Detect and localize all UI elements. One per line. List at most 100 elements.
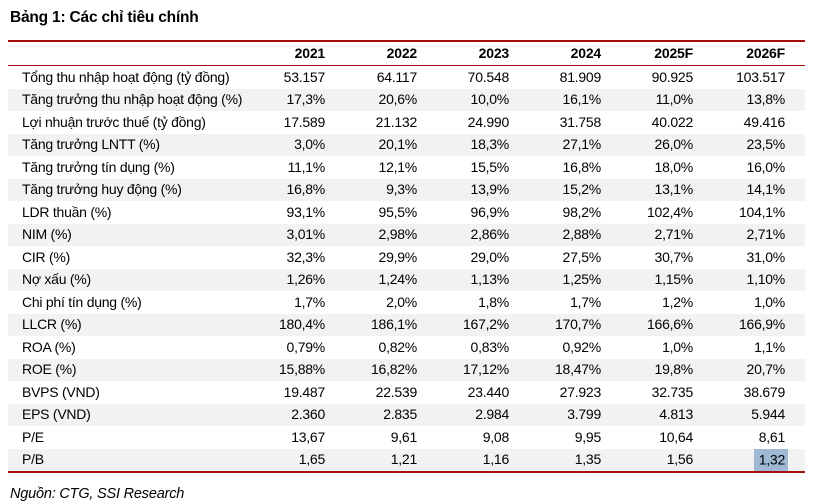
cell-value: 29,9% xyxy=(378,248,418,265)
cell-value: 13,8% xyxy=(746,91,786,107)
key-metrics-table: 2021 2022 2023 2024 2025F 2026F Tổng thu… xyxy=(8,40,805,473)
table-row: Tăng trưởng tín dụng (%) 11,1% 12,1% 15,5% 1… xyxy=(8,156,805,179)
cell-value: 2.360 xyxy=(291,406,325,422)
cell-value: 9,95 xyxy=(574,428,602,445)
cell-value: 2,71% xyxy=(654,226,694,242)
cell-value: 1,2% xyxy=(662,293,693,310)
cell-value: 1,65 xyxy=(298,451,326,467)
cell-value: 31.758 xyxy=(559,113,602,130)
column-header-2024: 2024 xyxy=(570,45,602,61)
cell-value: 10,64 xyxy=(659,428,693,445)
table-row: LDR thuần (%) 93,1% 95,5% 96,9% 98,2% 102,4% 1… xyxy=(8,201,805,224)
cell-value: 3,0% xyxy=(294,136,325,152)
table-header: 2021 2022 2023 2024 2025F 2026F xyxy=(8,41,805,66)
cell-value: 9,3% xyxy=(386,181,417,197)
row-label: P/E xyxy=(22,428,44,445)
cell-value: 27.923 xyxy=(559,383,602,400)
cell-value: 29,0% xyxy=(470,248,510,265)
table-row: Tăng trưởng thu nhập hoạt động (%) 17,3% 2… xyxy=(8,88,805,111)
cell-value: 2,0% xyxy=(386,293,417,310)
cell-value: 27,5% xyxy=(562,248,602,265)
cell-value: 4.813 xyxy=(659,406,693,422)
table-body: Tổng thu nhập hoạt động (tỷ đồng) 53.157 6… xyxy=(8,66,805,473)
column-header-2025f: 2025F xyxy=(654,45,693,61)
cell-value: 16,0% xyxy=(746,158,786,175)
cell-value: 3,01% xyxy=(286,226,326,242)
source-note: Nguồn: CTG, SSI Research xyxy=(10,486,185,502)
cell-value: 17.589 xyxy=(283,113,326,130)
row-label: Tăng trưởng thu nhập hoạt động (%) xyxy=(22,91,243,107)
cell-value: 11,0% xyxy=(655,91,694,107)
cell-value: 13,9% xyxy=(470,181,510,197)
cell-value: 1,16 xyxy=(482,451,510,467)
table-row: Lợi nhuận trước thuế (tỷ đồng) 17.589 21.1… xyxy=(8,111,805,134)
cell-value: 0,83% xyxy=(470,338,510,355)
cell-value: 38.679 xyxy=(743,383,786,400)
row-label: Nợ xấu (%) xyxy=(22,271,91,287)
row-label: Tăng trưởng LNTT (%) xyxy=(22,136,160,152)
row-label: ROE (%) xyxy=(22,361,77,377)
cell-value: 24.990 xyxy=(467,113,510,130)
cell-value: 13,1% xyxy=(654,181,694,197)
cell-value: 3.799 xyxy=(567,406,601,422)
cell-value: 167,2% xyxy=(463,316,509,332)
cell-value: 2.984 xyxy=(475,406,509,422)
column-header-2026f: 2026F xyxy=(746,45,785,61)
highlighted-cell-value[interactable]: 1,32 xyxy=(753,448,788,471)
cell-value: 0,79% xyxy=(286,338,326,355)
cell-value: 81.909 xyxy=(559,68,602,85)
table-row: CIR (%) 32,3% 29,9% 29,0% 27,5% 30,7% 31,0% xyxy=(8,246,805,269)
table-row: Tăng trưởng LNTT (%) 3,0% 20,1% 18,3% 27,1% 2… xyxy=(8,133,805,156)
cell-value: 1,1% xyxy=(754,338,785,355)
cell-value: 1,7% xyxy=(294,293,325,310)
cell-value: 20,6% xyxy=(378,91,418,107)
cell-value: 1,24% xyxy=(378,271,418,287)
cell-value: 1,26% xyxy=(286,271,326,287)
table-row: P/E 13,67 9,61 9,08 9,95 10,64 8,61 xyxy=(8,426,805,449)
cell-value: 186,1% xyxy=(371,316,417,332)
cell-value: 2,86% xyxy=(470,226,510,242)
cell-value: 23.440 xyxy=(467,383,510,400)
cell-value: 104,1% xyxy=(739,203,785,220)
cell-value: 16,8% xyxy=(562,158,602,175)
cell-value: 5.944 xyxy=(751,406,785,422)
cell-value: 19.487 xyxy=(283,383,326,400)
cell-value: 103.517 xyxy=(736,68,785,85)
cell-value: 15,88% xyxy=(279,361,325,377)
cell-value: 170,7% xyxy=(555,316,601,332)
table-row: Nợ xấu (%) 1,26% 1,24% 1,13% 1,25% 1,15% 1,10% xyxy=(8,268,805,291)
column-header-2023: 2023 xyxy=(478,45,510,61)
table-row: P/B 1,65 1,21 1,16 1,35 1,56 1,32 xyxy=(8,448,805,473)
row-label: CIR (%) xyxy=(22,248,71,265)
cell-value: 16,8% xyxy=(286,181,326,197)
row-label: Tăng trưởng tín dụng (%) xyxy=(22,158,175,175)
cell-value: 19,8% xyxy=(654,361,694,377)
cell-value: 30,7% xyxy=(654,248,694,265)
cell-value: 1,10% xyxy=(746,271,786,287)
table-row: Tăng trưởng huy động (%) 16,8% 9,3% 13,9% 15… xyxy=(8,178,805,201)
cell-value: 0,92% xyxy=(562,338,602,355)
cell-value: 9,61 xyxy=(390,428,418,445)
cell-value: 93,1% xyxy=(286,203,326,220)
cell-value: 21.132 xyxy=(375,113,418,130)
cell-value: 10,0% xyxy=(470,91,510,107)
cell-value: 53.157 xyxy=(283,68,326,85)
cell-value: 14,1% xyxy=(746,181,786,197)
cell-value: 1,32 xyxy=(713,448,805,473)
column-header-blank xyxy=(8,41,253,66)
cell-value: 1,0% xyxy=(662,338,693,355)
cell-value: 102,4% xyxy=(647,203,693,220)
cell-value: 0,82% xyxy=(378,338,418,355)
cell-value: 96,9% xyxy=(470,203,510,220)
table-row: NIM (%) 3,01% 2,98% 2,86% 2,88% 2,71% 2,71% xyxy=(8,223,805,246)
row-label: Tổng thu nhập hoạt động (tỷ đồng) xyxy=(22,68,230,85)
row-label: LLCR (%) xyxy=(22,316,82,332)
row-label: Tăng trưởng huy động (%) xyxy=(22,181,182,197)
cell-value: 70.548 xyxy=(467,68,510,85)
cell-value: 11,1% xyxy=(287,158,326,175)
cell-value: 40.022 xyxy=(651,113,694,130)
cell-value: 49.416 xyxy=(743,113,786,130)
cell-value: 26,0% xyxy=(654,136,694,152)
cell-value: 18,0% xyxy=(654,158,694,175)
